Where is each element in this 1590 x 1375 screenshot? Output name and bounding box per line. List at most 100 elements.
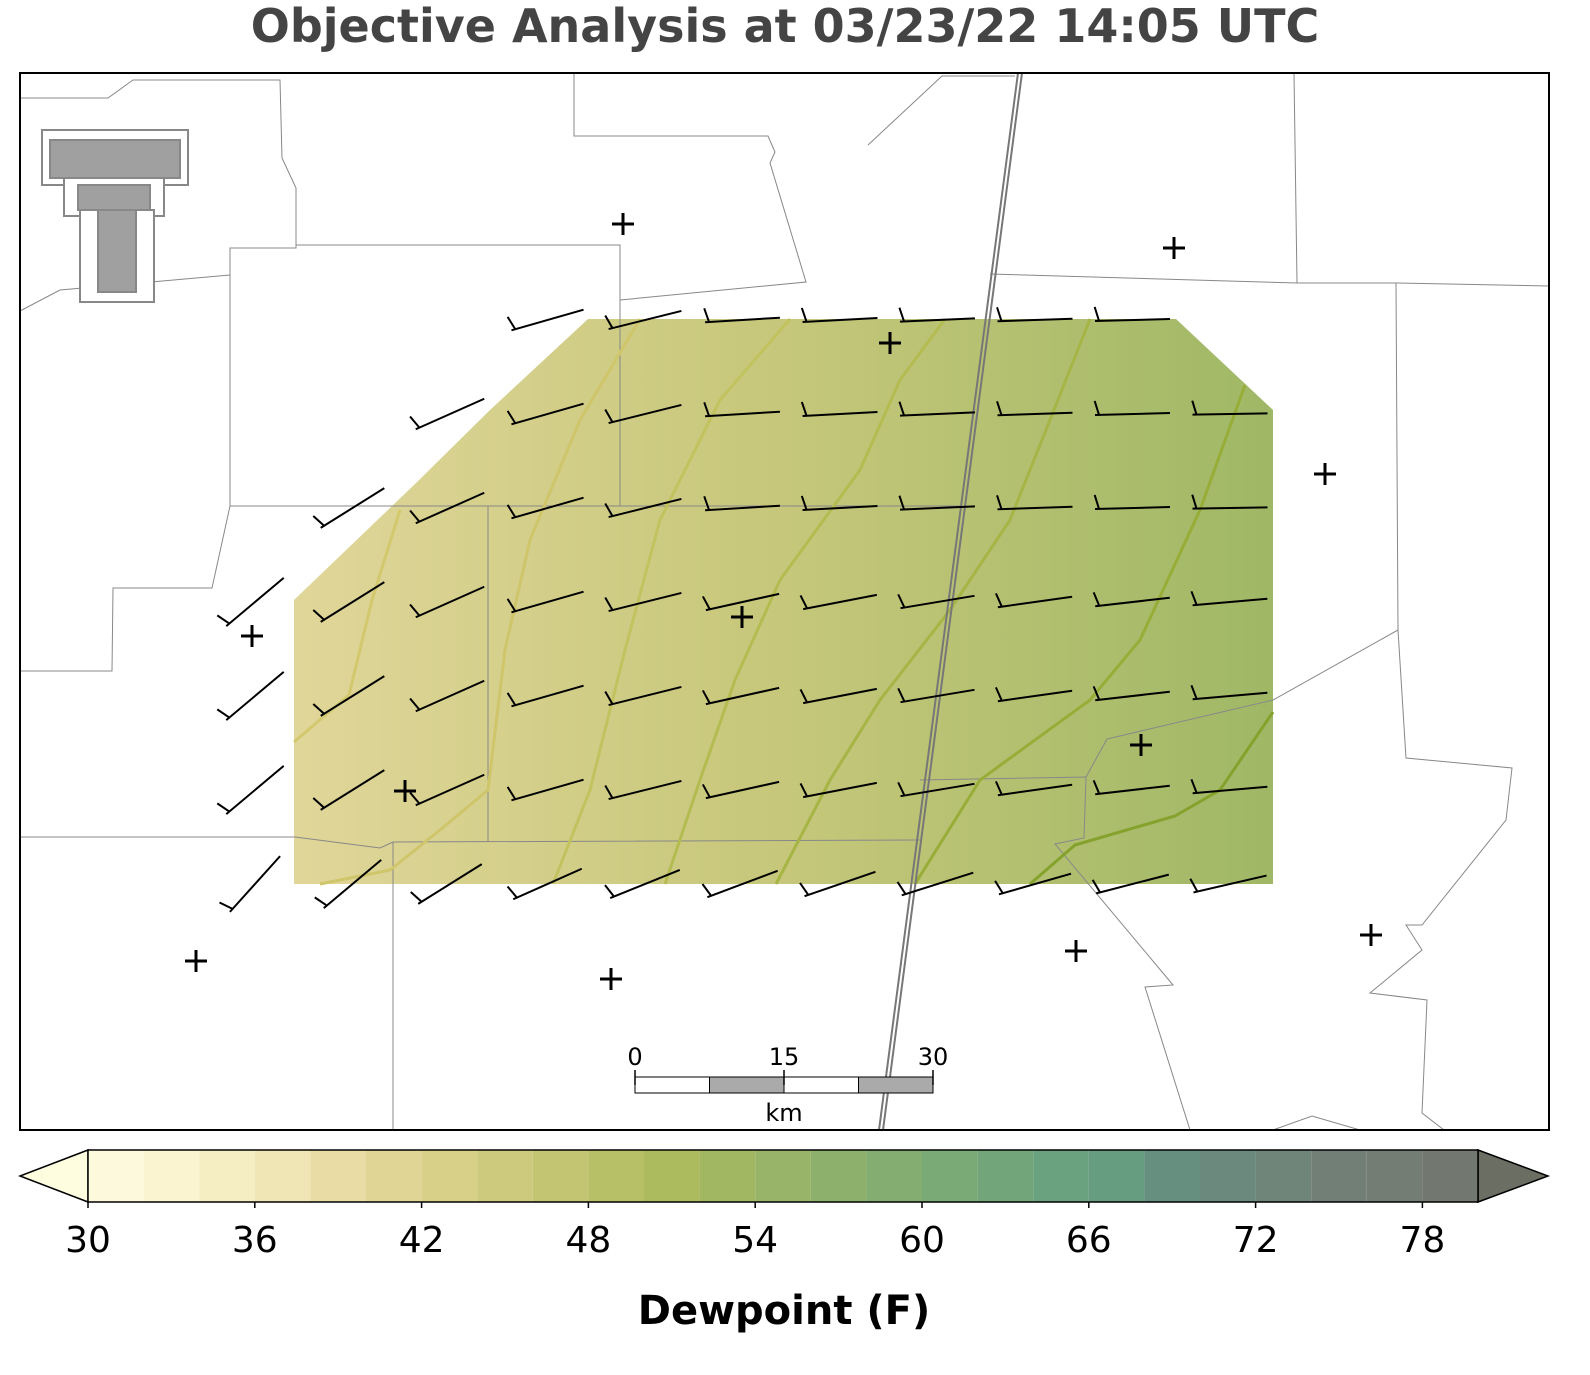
title: Objective Analysis at 03/23/22 14:05 UTC bbox=[251, 0, 1320, 53]
station bbox=[241, 625, 263, 647]
wind-barb bbox=[703, 307, 780, 324]
map bbox=[20, 73, 1549, 1130]
colorbar-bin bbox=[1200, 1150, 1256, 1202]
wind-barb bbox=[604, 403, 682, 425]
wind-barb bbox=[312, 581, 385, 623]
wind-barb bbox=[701, 869, 778, 899]
wind-barb bbox=[506, 590, 584, 614]
wind-barb bbox=[409, 585, 485, 619]
scale-segment bbox=[783, 1076, 859, 1094]
colorbar-bin bbox=[1088, 1150, 1145, 1202]
colorbar-tick-label: 78 bbox=[1399, 1220, 1445, 1261]
colorbar-tick-label: 66 bbox=[1066, 1220, 1112, 1261]
colorbar-tick-label: 36 bbox=[232, 1220, 278, 1261]
wind-barb bbox=[219, 855, 281, 913]
wind-barb bbox=[506, 867, 583, 901]
wind-barb bbox=[1093, 306, 1171, 322]
wind-barbs bbox=[216, 306, 1268, 913]
wind-barb bbox=[701, 780, 780, 800]
wind-barb bbox=[799, 781, 878, 799]
wind-barb bbox=[1191, 494, 1268, 510]
wind-barb bbox=[800, 307, 878, 323]
wind-barb bbox=[216, 765, 285, 815]
station bbox=[185, 950, 207, 972]
scale-tick-label: 0 bbox=[627, 1043, 642, 1071]
scale-segment bbox=[858, 1076, 934, 1094]
station bbox=[394, 780, 416, 802]
wind-barb bbox=[409, 397, 485, 431]
wind-barb bbox=[996, 495, 1073, 511]
colorbar-bin bbox=[1422, 1150, 1478, 1202]
wind-barb bbox=[506, 496, 584, 520]
colorbar-frame bbox=[87, 1149, 1479, 1203]
wind-barb bbox=[1190, 778, 1268, 795]
wind-barb bbox=[604, 869, 681, 899]
wind-barb bbox=[314, 859, 382, 909]
wind-barb bbox=[506, 308, 584, 332]
colorbar-bin bbox=[254, 1150, 311, 1202]
wind-barb bbox=[604, 497, 682, 519]
station bbox=[1163, 237, 1185, 259]
colorbar-bin bbox=[977, 1150, 1034, 1202]
station bbox=[879, 332, 901, 354]
colorbar-bin bbox=[88, 1150, 144, 1202]
wind-barb bbox=[996, 307, 1073, 323]
station bbox=[612, 213, 634, 235]
wind-barb bbox=[897, 781, 975, 798]
station bbox=[731, 606, 753, 628]
colorbar-label: Dewpoint (F) bbox=[638, 1288, 931, 1334]
colorbar-bin bbox=[421, 1150, 478, 1202]
colorbar-tick-label: 60 bbox=[899, 1220, 945, 1261]
wind-barb bbox=[1189, 874, 1267, 894]
scale-tick-label: 30 bbox=[918, 1043, 949, 1071]
wind-barb bbox=[898, 495, 976, 511]
station bbox=[600, 968, 622, 990]
colorbar-bin bbox=[310, 1150, 366, 1202]
wind-barb bbox=[1092, 779, 1170, 796]
station bbox=[1314, 463, 1336, 485]
wind-barb bbox=[604, 309, 682, 331]
wind-barb bbox=[898, 401, 976, 417]
wind-barb bbox=[604, 779, 682, 801]
scale-tick-label: 15 bbox=[769, 1043, 800, 1071]
county-lines bbox=[20, 73, 1549, 1130]
wind-barb bbox=[506, 402, 584, 426]
wind-barb bbox=[994, 872, 1072, 896]
logo bbox=[41, 129, 189, 303]
station-markers bbox=[185, 213, 1382, 990]
colorbar-bin bbox=[810, 1150, 867, 1202]
wind-barb bbox=[1092, 685, 1170, 702]
wind-barb bbox=[799, 687, 878, 705]
wind-barb bbox=[506, 684, 584, 708]
station bbox=[1130, 734, 1152, 756]
colorbar: 30 36 42 48 54 60 66 72 78 bbox=[17, 1148, 1551, 1261]
analysis-field bbox=[294, 319, 1273, 884]
wind-barb bbox=[1190, 684, 1268, 701]
colorbar-tick-label: 54 bbox=[732, 1220, 778, 1261]
scale-bar: 0 15 30 km bbox=[627, 1043, 948, 1127]
wind-barb bbox=[409, 679, 485, 713]
scale-segment bbox=[634, 1076, 710, 1094]
wind-barb bbox=[800, 401, 878, 417]
wind-barb bbox=[799, 593, 878, 611]
station bbox=[1360, 924, 1382, 946]
colorbar-bin bbox=[1366, 1150, 1423, 1202]
colorbar-extend-high bbox=[1477, 1148, 1551, 1204]
wind-barb bbox=[312, 769, 385, 811]
wind-barb bbox=[506, 778, 584, 802]
colorbar-bin bbox=[588, 1150, 644, 1202]
dewpoint-contours bbox=[293, 318, 1275, 886]
wind-barb bbox=[703, 401, 780, 418]
station bbox=[1065, 940, 1087, 962]
colorbar-tick-label: 42 bbox=[399, 1220, 445, 1261]
wind-barb bbox=[1191, 400, 1268, 416]
wind-barb bbox=[701, 686, 780, 706]
wind-barb bbox=[1093, 400, 1171, 416]
colorbar-extend-low bbox=[17, 1148, 89, 1204]
wind-barb bbox=[604, 685, 682, 707]
wind-barb bbox=[1190, 590, 1268, 607]
wind-barb bbox=[1093, 494, 1171, 510]
colorbar-bin bbox=[199, 1150, 255, 1202]
colorbar-bin bbox=[922, 1150, 978, 1202]
